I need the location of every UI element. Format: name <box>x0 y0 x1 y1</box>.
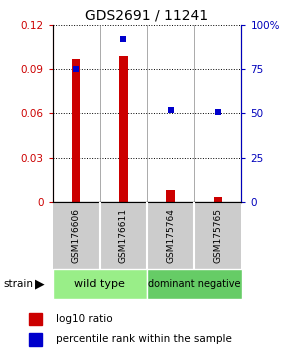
Bar <box>147 269 242 299</box>
Bar <box>214 198 222 202</box>
Text: GSM176606: GSM176606 <box>72 208 81 263</box>
Bar <box>52 269 147 299</box>
Point <box>74 66 79 72</box>
Text: percentile rank within the sample: percentile rank within the sample <box>56 334 232 344</box>
Text: strain: strain <box>3 279 33 289</box>
Bar <box>119 56 128 202</box>
Text: ▶: ▶ <box>34 278 44 291</box>
Title: GDS2691 / 11241: GDS2691 / 11241 <box>85 8 208 22</box>
Text: dominant negative: dominant negative <box>148 279 241 289</box>
Point <box>121 36 126 42</box>
Text: GSM176611: GSM176611 <box>119 208 128 263</box>
Point <box>215 109 220 114</box>
Bar <box>29 333 41 346</box>
Bar <box>29 313 41 325</box>
Text: wild type: wild type <box>74 279 125 289</box>
Text: GSM175765: GSM175765 <box>213 208 222 263</box>
Text: log10 ratio: log10 ratio <box>56 314 113 324</box>
Point <box>168 107 173 113</box>
Bar <box>72 59 80 202</box>
Text: GSM175764: GSM175764 <box>166 208 175 263</box>
Bar <box>167 190 175 202</box>
